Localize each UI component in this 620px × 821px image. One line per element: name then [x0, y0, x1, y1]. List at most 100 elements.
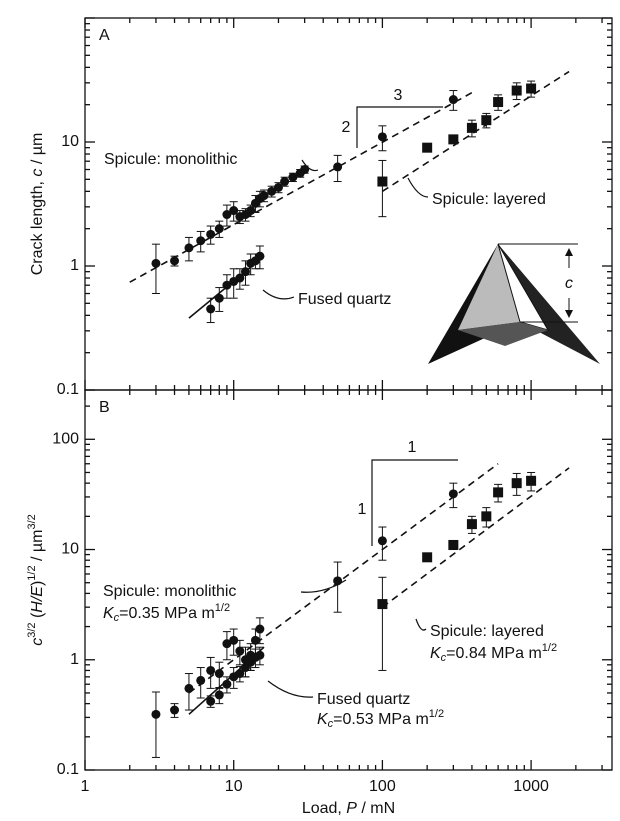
annotation-arrow [416, 619, 426, 630]
y-axis-label: Crack length, c / µm [29, 133, 46, 276]
data-point [481, 511, 491, 521]
data-point [170, 256, 179, 265]
data-point [151, 259, 160, 268]
y-axis-label-part: Crack length, [29, 177, 46, 276]
page: {"chart_data":[ {"type":"scatter","panel… [0, 0, 620, 821]
annotation-part: 1/2 [542, 642, 557, 654]
y-tick-label: 10 [61, 133, 79, 150]
data-point [215, 690, 224, 699]
data-point [512, 478, 522, 488]
data-point [206, 666, 215, 675]
data-point [206, 697, 215, 706]
y-axis-label-part: 1/2 [26, 565, 38, 580]
y-axis-label-part: / µm [29, 133, 46, 169]
data-point [378, 132, 387, 141]
x-axis-label: Load, P / mN [302, 800, 395, 817]
panel-label: A [99, 27, 110, 44]
data-point [526, 84, 536, 94]
y-tick-label: 10 [61, 541, 79, 558]
y-axis-label-part: c [29, 169, 46, 177]
slope-triangle [357, 107, 443, 148]
inset-pyramid [428, 244, 600, 364]
data-point [512, 86, 522, 96]
slope-label: 2 [342, 119, 351, 136]
data-point [422, 143, 432, 153]
annotation-part: 1/2 [215, 602, 230, 614]
data-point [151, 710, 160, 719]
annotation: Spicule: monolithic [103, 583, 236, 600]
data-point [184, 684, 193, 693]
annotation-part: =0.84 MPa m [446, 645, 542, 662]
y-axis-label-part: 3/2 [26, 622, 38, 637]
annotation: Kc=0.53 MPa m1/2 [317, 708, 444, 730]
y-tick-label: 0.1 [57, 381, 79, 398]
annotation: Spicule: monolithic [104, 151, 237, 168]
data-point [206, 230, 215, 239]
data-point [235, 647, 244, 656]
data-point [280, 177, 289, 186]
annotation-arrow [408, 178, 428, 197]
y-axis-label-part: 3/2 [26, 514, 38, 529]
data-point [255, 252, 264, 261]
annotation-part: Spicule: layered [430, 623, 544, 640]
figure: 0.1110ACrack length, c / µmSpicule: mono… [0, 0, 620, 821]
y-axis-label: c3/2 (H/E)1/2 / µm3/2 [26, 514, 46, 646]
data-point [526, 476, 536, 486]
y-tick-label: 0.1 [57, 761, 79, 778]
data-point [215, 294, 224, 303]
data-point [377, 177, 387, 187]
data-point [255, 625, 264, 634]
x-axis-label-part: / mN [357, 800, 395, 817]
data-point [448, 134, 458, 144]
annotation-part: =0.35 MPa m [119, 605, 215, 622]
data-point [448, 540, 458, 550]
data-point [260, 191, 269, 200]
slope-label: 1 [408, 439, 417, 456]
annotation-arrow [268, 681, 313, 697]
annotation-part: Fused quartz [317, 691, 410, 708]
data-point [377, 599, 387, 609]
data-point [493, 97, 503, 107]
y-axis-label-part: / µm [29, 530, 46, 566]
data-point [215, 224, 224, 233]
panel-label: B [99, 399, 110, 416]
data-point [481, 115, 491, 125]
data-point [300, 165, 309, 174]
data-point [184, 243, 193, 252]
annotation: Kc=0.35 MPa m1/2 [103, 602, 230, 624]
annotation-part: Spicule: monolithic [103, 583, 236, 600]
data-point [196, 676, 205, 685]
y-axis-label-part: c [29, 638, 46, 646]
slope-label: 1 [358, 501, 367, 518]
annotation-part: Fused quartz [298, 291, 391, 308]
x-tick-label: 1 [81, 778, 90, 795]
data-point [170, 706, 179, 715]
x-tick-label: 10 [225, 778, 243, 795]
y-tick-label: 1 [70, 651, 79, 668]
annotation-arrow [263, 290, 294, 299]
annotation: Kc=0.84 MPa m1/2 [430, 642, 557, 664]
data-point [493, 487, 503, 497]
annotation: Fused quartz [298, 291, 391, 308]
x-axis-label-part: Load, [302, 800, 346, 817]
fit-line [130, 93, 472, 283]
data-point [449, 95, 458, 104]
y-tick-label: 100 [52, 431, 79, 448]
data-point [206, 305, 215, 314]
data-point [449, 489, 458, 498]
data-point [333, 162, 342, 171]
annotation: Spicule: layered [430, 623, 544, 640]
annotation-part: Spicule: layered [432, 191, 546, 208]
data-point [422, 552, 432, 562]
fit-line [382, 468, 569, 607]
data-point [467, 123, 477, 133]
annotation-part: =0.53 MPa m [333, 711, 429, 728]
inset-label: c [565, 275, 573, 292]
x-tick-label: 1000 [513, 778, 549, 795]
annotation: Fused quartz [317, 691, 410, 708]
data-point [222, 680, 231, 689]
x-axis-label-part: P [346, 800, 357, 817]
annotation: Spicule: layered [432, 191, 546, 208]
annotation-part: 1/2 [429, 708, 444, 720]
slope-label: 3 [394, 87, 403, 104]
